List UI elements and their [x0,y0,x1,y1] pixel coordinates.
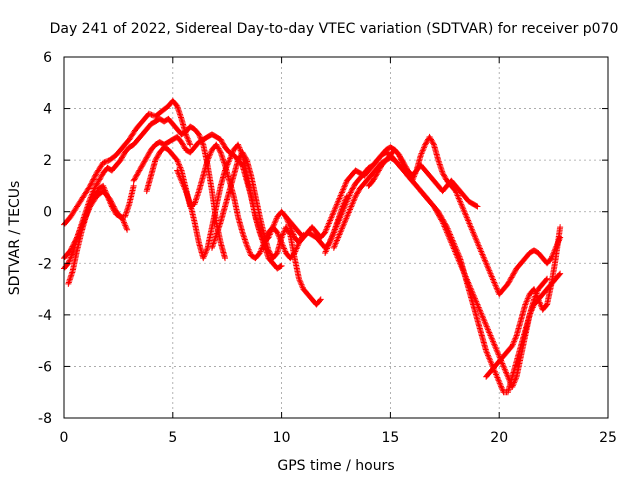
x-tick-label: 20 [490,430,508,446]
axis-ticks [63,56,609,419]
plus-markers [208,149,324,308]
x-axis-title: GPS time / hours [277,458,394,474]
x-tick-label: 5 [168,430,177,446]
y-tick-label: -8 [38,411,52,427]
y-tick-label: 2 [43,153,52,169]
y-tick-label: -6 [38,359,52,375]
plus-markers [365,133,564,298]
series-arc-12 [330,154,564,396]
plus-markers [174,141,350,262]
series-arc-11 [365,133,564,298]
y-tick-labels: -8 -6 -4 -2 0 2 4 6 [38,50,52,427]
series-arc-8 [208,149,324,308]
plus-markers [330,154,564,396]
y-tick-label: 4 [43,102,52,118]
chart-title: Day 241 of 2022, Sidereal Day-to-day VTE… [50,21,619,37]
series-arc-4 [61,188,131,262]
x-tick-label: 10 [273,430,291,446]
series-arc-9 [282,144,481,241]
y-tick-label: 6 [43,50,52,66]
y-tick-label: -4 [38,308,52,324]
plot-frame [63,56,609,419]
plus-markers [483,224,564,380]
x-tick-label: 15 [381,430,399,446]
series-arc-7 [174,141,350,262]
plus-markers [282,144,481,241]
y-tick-label: 0 [43,205,52,221]
data-points [61,97,564,396]
x-tick-labels: 0 5 10 15 20 25 [60,430,617,446]
series-arc-13 [483,224,564,380]
y-tick-label: -2 [38,256,52,272]
x-tick-label: 0 [60,430,69,446]
y-axis-title: SDTVAR / TECUs [7,181,23,296]
x-tick-label: 25 [599,430,617,446]
plus-markers [61,188,131,262]
